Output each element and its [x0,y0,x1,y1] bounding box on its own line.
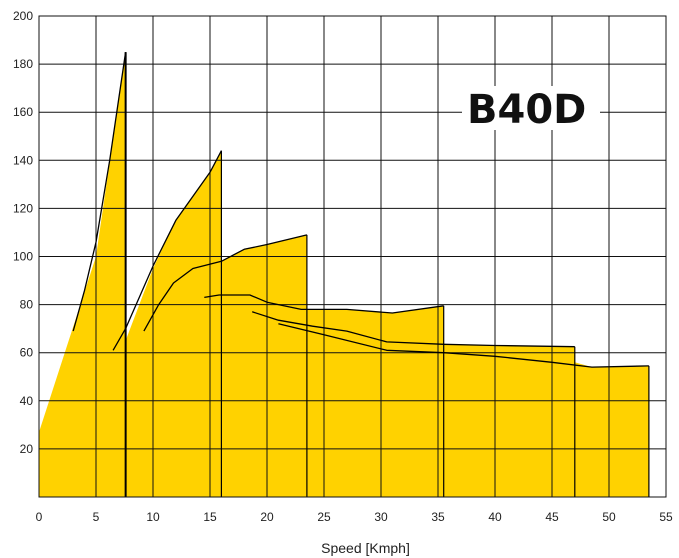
y-tick-label: 40 [20,394,34,408]
y-tick-label: 200 [13,9,33,23]
band-4 [306,305,444,497]
band-3 [221,234,307,497]
y-tick-label: 100 [13,250,33,264]
y-tick-label: 60 [20,346,34,360]
x-tick-label: 35 [431,510,445,524]
y-tick-label: 80 [20,298,34,312]
curve-1 [72,52,127,332]
y-tick-label: 140 [13,153,33,167]
band-5 [443,344,575,497]
curve-3 [143,234,308,332]
plot-frame [38,15,667,498]
x-tick-label: 40 [488,510,502,524]
band-1 [39,52,126,497]
x-tick-label: 25 [317,510,331,524]
curve-4 [204,294,444,314]
x-tick-label: 0 [36,510,43,524]
curve-6 [278,323,649,368]
y-tick-label: 160 [13,105,33,119]
band-2 [125,150,222,497]
x-tick-label: 30 [374,510,388,524]
y-tick-label: 120 [13,201,33,215]
y-tick-label: 180 [13,57,33,71]
y-tick-label: 20 [20,442,34,456]
model-badge: B40D [467,87,586,133]
tick-labels: 0 5 10 15 20 25 30 35 40 45 50 55 20 40 60 80 100 120 140 1… [13,9,673,524]
x-tick-label: 15 [203,510,217,524]
x-tick-label: 20 [260,510,274,524]
x-tick-label: 45 [545,510,559,524]
curve-lines [72,52,649,368]
x-tick-label: 10 [146,510,160,524]
x-axis-label: Speed [Kmph] [321,540,410,556]
x-tick-label: 5 [93,510,100,524]
x-tick-label: 55 [659,510,673,524]
x-tick-label: 50 [602,510,616,524]
curve-2 [112,150,222,351]
badge-background [462,86,600,130]
curve-5 [252,311,575,348]
band-6 [574,362,649,497]
gear-boundary-lines [124,52,650,497]
